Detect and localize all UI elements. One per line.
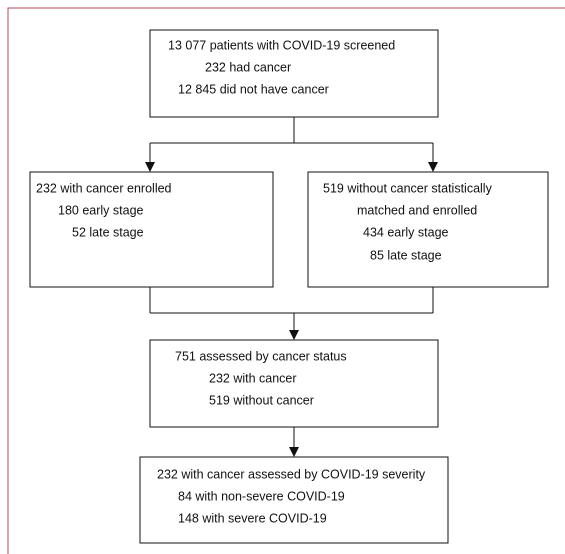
box-no-cancer <box>307 171 549 288</box>
node-text: 12 845 did not have cancer <box>178 82 329 96</box>
arrowhead <box>289 330 299 340</box>
node-text: 232 with cancer <box>209 371 297 385</box>
node-text: 13 077 patients with COVID-19 screened <box>168 38 395 52</box>
node-text: 85 late stage <box>370 248 442 262</box>
connector <box>149 287 434 332</box>
node-text: 232 with cancer enrolled <box>36 181 172 195</box>
node-text: matched and enrolled <box>357 203 477 217</box>
box-assessed <box>149 339 439 428</box>
node-text: 751 assessed by cancer status <box>175 349 347 363</box>
connector <box>149 117 434 164</box>
node-text: 232 with cancer assessed by COVID-19 sev… <box>157 467 426 481</box>
node-text: 148 with severe COVID-19 <box>178 511 327 525</box>
node-text: 519 without cancer <box>209 393 314 407</box>
frame <box>7 7 565 554</box>
node-text: 519 without cancer statistically <box>323 181 493 195</box>
box-cancer <box>29 171 274 288</box>
node-text: 84 with non-severe COVID-19 <box>178 489 345 503</box>
node-text: 434 early stage <box>363 225 449 239</box>
node-text: 180 early stage <box>58 203 144 217</box>
box-severity <box>139 456 449 544</box>
node-text: 232 had cancer <box>205 60 291 74</box>
node-text: 52 late stage <box>72 225 144 239</box>
arrowhead <box>145 162 438 172</box>
arrowhead <box>289 447 299 457</box>
